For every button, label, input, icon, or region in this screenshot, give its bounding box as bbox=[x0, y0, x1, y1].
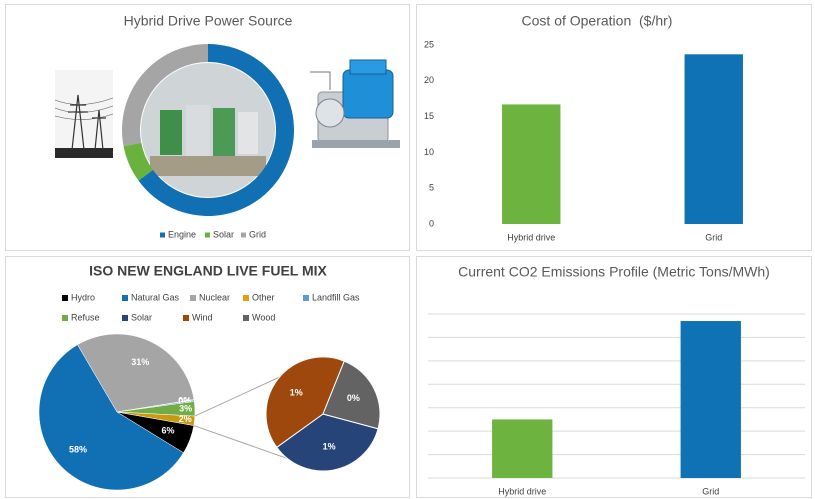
chart-title: Hybrid Drive Power Source bbox=[124, 13, 293, 29]
legend-label: Nuclear bbox=[199, 292, 230, 302]
legend-label: Hydro bbox=[71, 292, 95, 302]
legend-swatch bbox=[303, 295, 309, 301]
legend-swatch bbox=[241, 233, 246, 238]
legend-swatch bbox=[62, 315, 68, 321]
y-tick-label: 5 bbox=[429, 183, 434, 193]
bar bbox=[681, 321, 741, 478]
y-tick-label: 10 bbox=[424, 147, 434, 157]
legend-label: Solar bbox=[131, 312, 152, 322]
legend-swatch bbox=[122, 295, 128, 301]
legend-swatch bbox=[183, 315, 189, 321]
chart-title: ISO NEW ENGLAND LIVE FUEL MIX bbox=[89, 263, 327, 279]
value-label: 2% bbox=[179, 414, 192, 424]
legend-label: Other bbox=[252, 292, 275, 302]
panel bbox=[417, 5, 812, 251]
legend-swatch bbox=[243, 315, 249, 321]
value-label: 1% bbox=[290, 387, 303, 397]
x-tick-label: Hybrid drive bbox=[507, 232, 555, 242]
legend-label: Wood bbox=[252, 312, 275, 322]
legend-swatch bbox=[243, 295, 249, 301]
power-lines-image bbox=[55, 70, 113, 158]
legend-swatch bbox=[205, 233, 210, 238]
value-label: 6% bbox=[162, 426, 175, 436]
legend-label: Natural Gas bbox=[131, 292, 180, 302]
value-label: 31% bbox=[131, 357, 149, 367]
legend-label: Landfill Gas bbox=[312, 292, 360, 302]
legend-swatch bbox=[160, 233, 165, 238]
x-tick-label: Grid bbox=[705, 232, 722, 242]
bar bbox=[492, 419, 552, 478]
legend-label: Solar bbox=[213, 229, 234, 239]
legend-label: Wind bbox=[192, 312, 213, 322]
legend-swatch bbox=[122, 315, 128, 321]
value-label: 3% bbox=[179, 404, 192, 414]
y-tick-label: 0 bbox=[429, 218, 434, 228]
y-tick-label: 15 bbox=[424, 111, 434, 121]
value-label: 58% bbox=[69, 445, 87, 455]
value-label: 1% bbox=[323, 442, 336, 452]
bar bbox=[685, 54, 743, 224]
y-tick-label: 20 bbox=[424, 75, 434, 85]
x-tick-label: Hybrid drive bbox=[498, 486, 546, 496]
donut-center-image bbox=[141, 63, 275, 197]
chart-title: Cost of Operation ($/hr) bbox=[522, 13, 673, 29]
chart-title: Current CO2 Emissions Profile (Metric To… bbox=[458, 264, 770, 280]
legend-label: Engine bbox=[168, 229, 196, 239]
legend-swatch bbox=[62, 295, 68, 301]
legend-label: Refuse bbox=[71, 312, 100, 322]
dashboard: Hybrid Drive Power Source Engine Solar Grid… bbox=[0, 0, 815, 499]
legend-label: Grid bbox=[249, 229, 266, 239]
panel bbox=[417, 257, 812, 498]
bar bbox=[502, 104, 560, 224]
page: Hybrid Drive Power Source Engine Solar Grid… bbox=[0, 0, 815, 499]
value-label: 0% bbox=[347, 393, 360, 403]
x-tick-label: Grid bbox=[702, 486, 719, 496]
legend-swatch bbox=[190, 295, 196, 301]
y-tick-label: 25 bbox=[424, 39, 434, 49]
